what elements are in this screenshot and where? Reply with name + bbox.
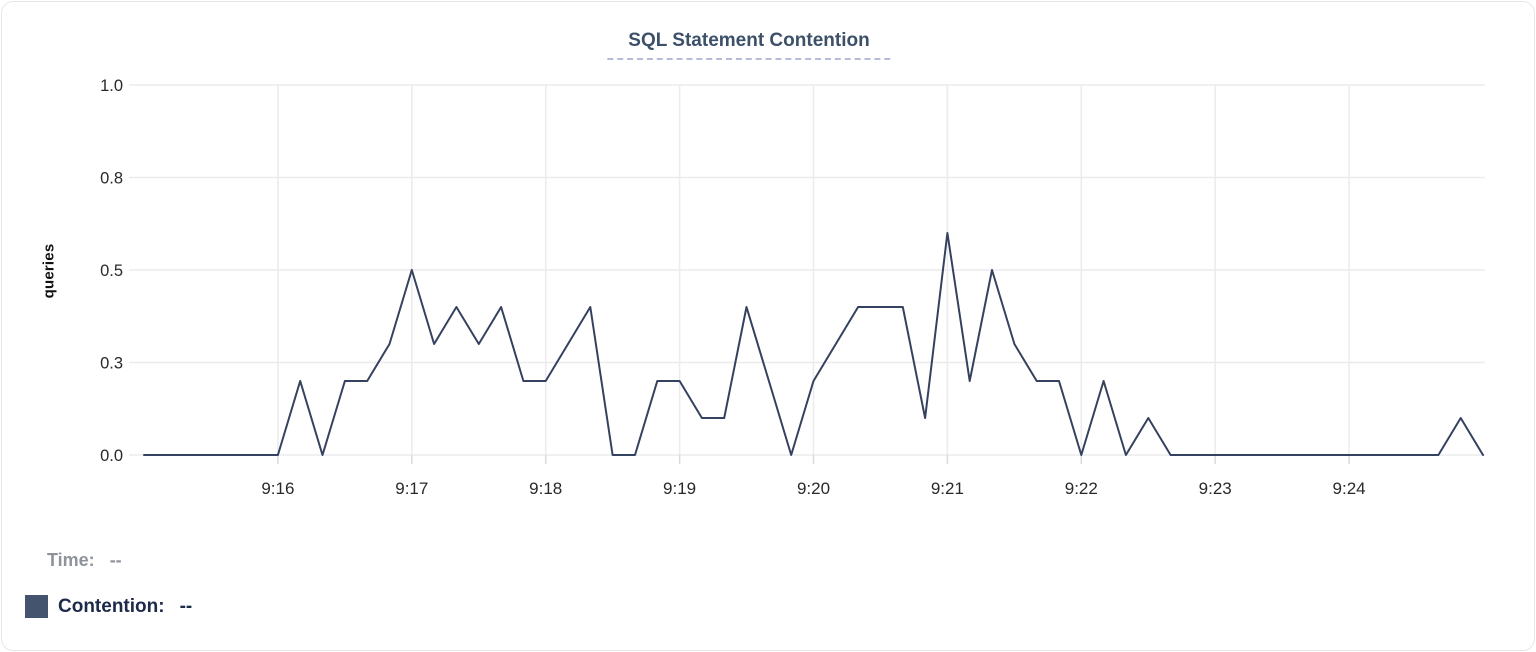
- x-tick-label: 9:18: [529, 479, 562, 498]
- contention-series-swatch: [25, 595, 48, 618]
- x-tick-label: 9:16: [261, 479, 294, 498]
- y-tick-label: 1.0: [100, 77, 123, 95]
- x-tick-label: 9:20: [797, 479, 830, 498]
- hover-legend: Time: -- Contention: --: [25, 548, 192, 619]
- y-tick-label: 0.8: [100, 170, 123, 188]
- x-tick-label: 9:21: [931, 479, 964, 498]
- y-axis-label: queries: [40, 243, 58, 299]
- legend-time-row: Time: --: [25, 548, 192, 572]
- x-tick-label: 9:24: [1333, 479, 1366, 498]
- contention-series-line[interactable]: [143, 232, 1484, 456]
- legend-contention-label: Contention:: [58, 595, 165, 617]
- legend-time-label: Time:: [47, 550, 95, 570]
- y-tick-label: 0.3: [100, 355, 123, 373]
- x-tick-label: 9:23: [1199, 479, 1232, 498]
- x-tick-label: 9:19: [663, 479, 696, 498]
- legend-time-value: --: [109, 550, 122, 570]
- legend-contention-value: --: [179, 595, 193, 617]
- y-tick-label: 0.0: [100, 447, 123, 465]
- chart-title[interactable]: SQL Statement Contention: [607, 30, 891, 60]
- x-tick-label: 9:17: [395, 479, 428, 498]
- legend-contention-row[interactable]: Contention: --: [25, 594, 192, 619]
- x-tick-label: 9:22: [1065, 479, 1098, 498]
- y-tick-label: 0.5: [100, 262, 123, 280]
